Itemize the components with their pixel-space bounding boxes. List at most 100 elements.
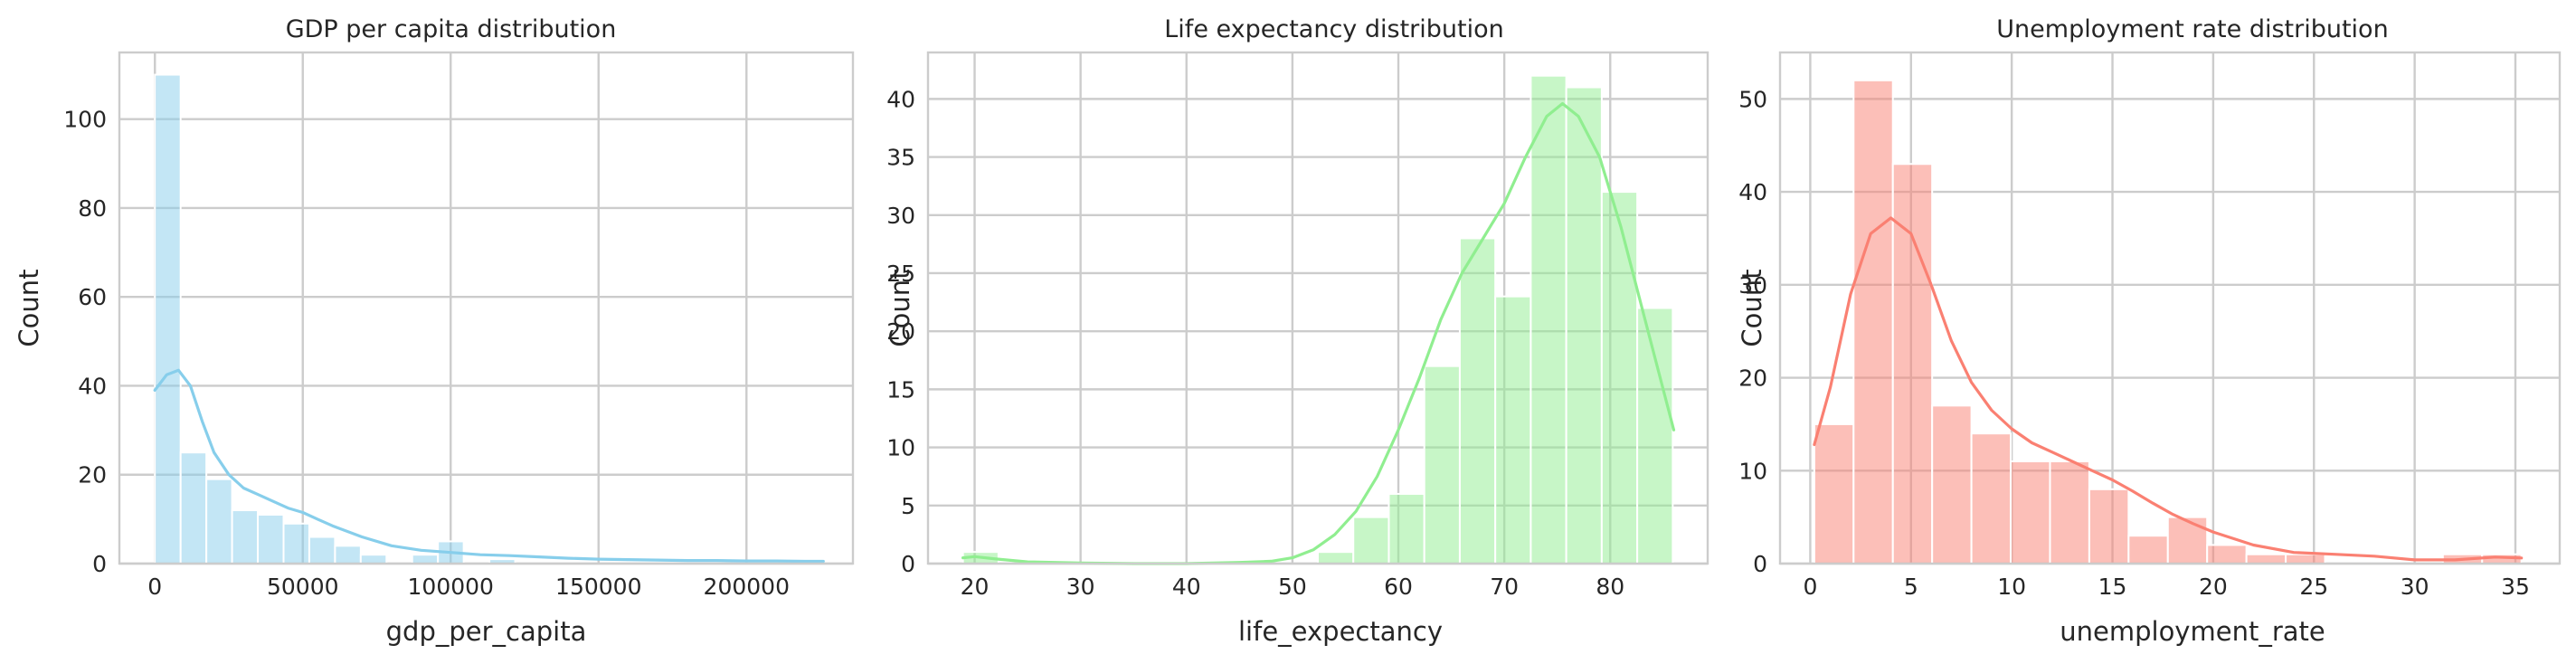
y-tick-label: 40	[1738, 179, 1767, 205]
histogram-bars	[154, 73, 825, 565]
histogram-bar	[308, 536, 336, 564]
histogram-bar	[2088, 488, 2130, 564]
y-tick-label: 20	[1738, 365, 1767, 392]
histogram-bar	[2206, 544, 2248, 564]
y-tick-labels: 0 5 10 15 20 25 30 35 40	[886, 86, 915, 577]
plot-frame	[118, 51, 855, 565]
histogram-bar	[1423, 365, 1461, 565]
histogram-bar	[411, 554, 440, 564]
histogram-bar	[179, 451, 208, 565]
y-tick-label: 80	[78, 195, 107, 222]
panel-title: Life expectancy distribution	[1164, 15, 1503, 43]
panel-unemployment-rate: Unemployment rate distribution 0 5 10 15 20 2…	[1737, 15, 2562, 647]
histogram-bar	[282, 522, 310, 564]
histogram-bar	[1387, 492, 1425, 564]
x-axis-label: gdp_per_capita	[386, 616, 587, 647]
histogram-bar	[1352, 516, 1390, 564]
y-tick-label: 0	[901, 551, 915, 577]
x-axis-label: life_expectancy	[1238, 616, 1443, 647]
histogram-bar	[1813, 422, 1855, 564]
x-tick-label: 80	[1596, 574, 1624, 600]
histogram-bar	[2285, 553, 2326, 565]
histogram-bar	[1565, 86, 1603, 565]
x-tick-label: 70	[1490, 574, 1519, 600]
y-tick-label: 20	[886, 318, 915, 345]
histogram-bars	[1813, 79, 2523, 565]
histogram-bar	[154, 73, 182, 564]
y-tick-label: 0	[92, 551, 107, 577]
x-tick-label: 20	[2199, 574, 2228, 600]
x-tick-labels: 0 5 10 15 20 25 30 35	[1803, 574, 2529, 600]
plot-frame	[1778, 51, 2562, 565]
x-tick-label: 10	[1997, 574, 2026, 600]
histogram-bar	[231, 509, 260, 564]
x-tick-labels: 0 50000 100000 150000 200000	[147, 574, 790, 600]
histogram-bar	[1852, 79, 1894, 565]
x-tick-label: 200000	[704, 574, 790, 600]
plot-frame	[926, 51, 1709, 565]
x-tick-label: 50000	[267, 574, 339, 600]
histogram-bar	[2010, 460, 2051, 564]
x-tick-label: 50	[1278, 574, 1307, 600]
histogram-bar	[334, 545, 362, 565]
histogram-bar	[1494, 295, 1532, 564]
x-tick-label: 0	[1803, 574, 1817, 600]
x-tick-label: 150000	[555, 574, 641, 600]
y-tick-label: 40	[78, 373, 107, 399]
x-tick-label: 25	[2299, 574, 2328, 600]
kde-curve	[153, 368, 825, 564]
x-tick-label: 15	[2098, 574, 2127, 600]
panel-title: Unemployment rate distribution	[1996, 15, 2388, 43]
y-axis-label: Count	[14, 269, 44, 346]
y-tick-label: 35	[886, 145, 915, 171]
x-tick-label: 100000	[408, 574, 494, 600]
y-tick-label: 15	[886, 376, 915, 403]
y-tick-label: 30	[886, 203, 915, 229]
y-tick-labels: 0 20 40 60 80 100	[63, 107, 107, 577]
histogram-bar	[1600, 191, 1639, 564]
y-tick-labels: 0 10 20 30 40 50	[1738, 86, 1767, 577]
y-tick-label: 25	[886, 261, 915, 287]
x-tick-label: 5	[1904, 574, 1918, 600]
panel-gdp-per-capita: GDP per capita distribution 0 50000 100000…	[14, 15, 855, 647]
x-tick-label: 0	[147, 574, 162, 600]
histogram-bar	[359, 554, 388, 564]
y-axis-label: Count	[1737, 269, 1767, 346]
y-tick-label: 100	[63, 107, 107, 133]
histogram-bar	[1636, 307, 1674, 564]
histogram-bar	[1931, 404, 1973, 565]
x-tick-label: 20	[961, 574, 990, 600]
y-tick-label: 10	[1738, 458, 1767, 484]
y-tick-label: 50	[1738, 86, 1767, 112]
x-tick-label: 30	[2401, 574, 2429, 600]
panel-title: GDP per capita distribution	[286, 15, 617, 43]
y-tick-label: 60	[78, 284, 107, 310]
histogram-bar	[205, 478, 233, 564]
panel-life-expectancy: Life expectancy distribution 20 30 40 50 60 7…	[885, 15, 1709, 647]
y-tick-label: 20	[78, 462, 107, 489]
x-axis-label: unemployment_rate	[2060, 616, 2325, 647]
y-axis-label: Count	[885, 269, 915, 346]
histogram-bar	[1458, 237, 1497, 564]
histogram-bar	[2166, 516, 2209, 564]
x-tick-label: 35	[2501, 574, 2530, 600]
histogram-bar	[1317, 551, 1355, 565]
histogram-bar	[2127, 535, 2169, 565]
y-tick-label: 40	[886, 86, 915, 112]
y-tick-label: 10	[886, 435, 915, 461]
histogram-bar	[2049, 460, 2090, 564]
histogram-bars	[961, 74, 1674, 565]
histogram-bar	[1530, 74, 1567, 564]
histogram-bar	[1970, 432, 2012, 564]
x-tick-labels: 20 30 40 50 60 70 80	[961, 574, 1625, 600]
histogram-bar	[257, 513, 285, 565]
x-tick-label: 40	[1172, 574, 1201, 600]
kde-curve	[1813, 216, 2524, 562]
histogram-bar	[2245, 553, 2287, 565]
y-tick-label: 30	[1738, 272, 1767, 299]
y-tick-label: 5	[901, 493, 915, 519]
x-tick-label: 30	[1066, 574, 1095, 600]
x-tick-label: 60	[1384, 574, 1413, 600]
y-tick-label: 0	[1753, 551, 1767, 577]
